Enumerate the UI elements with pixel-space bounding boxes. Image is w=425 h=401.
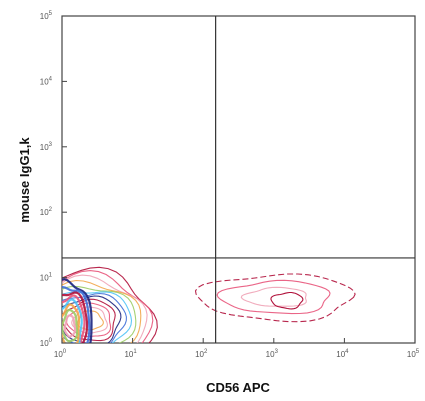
contour-ring bbox=[62, 294, 86, 343]
x-axis-title: CD56 APC bbox=[206, 380, 270, 395]
contour-ring bbox=[62, 291, 89, 343]
x-tick-label: 101 bbox=[124, 349, 137, 359]
y-tick-label: 104 bbox=[40, 76, 53, 86]
x-tick-label: 102 bbox=[195, 349, 208, 359]
y-axis-title: mouse IgG1,k bbox=[17, 137, 32, 223]
contour-ring bbox=[62, 285, 137, 343]
x-axis-ticks: 100 101 102 103 104 105 bbox=[54, 338, 420, 359]
contour-ring bbox=[62, 295, 122, 343]
plot-frame bbox=[61, 15, 416, 344]
y-tick-label: 102 bbox=[40, 207, 53, 217]
contour-ring bbox=[62, 270, 154, 343]
y-axis-ticks: 100 101 102 103 104 105 bbox=[40, 11, 67, 348]
y-tick-label: 105 bbox=[40, 11, 53, 21]
contour-ring bbox=[62, 285, 91, 343]
contour-ring bbox=[62, 266, 158, 343]
contour-ring bbox=[62, 298, 116, 342]
contour-ring bbox=[71, 306, 108, 334]
x-tick-label: 104 bbox=[336, 349, 349, 359]
contour-ring bbox=[62, 279, 142, 343]
x-tick-label: 105 bbox=[407, 349, 420, 359]
contour-ring bbox=[62, 298, 83, 343]
contour-ring bbox=[63, 314, 77, 338]
x-tick-label: 100 bbox=[54, 349, 67, 359]
y-tick-label: 103 bbox=[40, 142, 53, 152]
contour-ring bbox=[270, 291, 304, 310]
contour-ring bbox=[62, 277, 93, 343]
contour-ring bbox=[62, 291, 133, 343]
contour-ring bbox=[62, 292, 127, 343]
x-tick-label: 103 bbox=[266, 349, 279, 359]
y-tick-label: 101 bbox=[40, 273, 53, 283]
contour-ring bbox=[240, 286, 307, 307]
contour-layer bbox=[62, 266, 356, 343]
contour-ring bbox=[194, 273, 356, 323]
contour-ring bbox=[62, 274, 148, 343]
contour-ring bbox=[62, 308, 79, 343]
y-tick-label: 100 bbox=[40, 338, 53, 348]
contour-ring bbox=[62, 303, 81, 343]
contour-ring bbox=[216, 279, 331, 315]
